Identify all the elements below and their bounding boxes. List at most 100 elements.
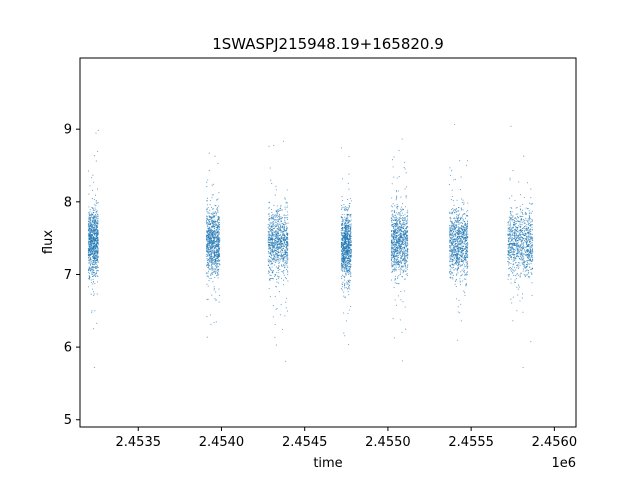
data-point xyxy=(216,263,218,265)
data-point xyxy=(270,241,272,243)
data-point xyxy=(270,249,272,252)
data-point xyxy=(214,219,216,221)
data-point xyxy=(275,231,277,233)
data-point xyxy=(91,225,93,227)
data-point xyxy=(278,226,280,229)
data-point xyxy=(281,249,283,251)
data-point xyxy=(283,258,285,260)
data-point xyxy=(340,230,342,232)
data-point xyxy=(275,259,277,261)
data-point xyxy=(390,233,393,235)
data-point xyxy=(216,225,218,227)
data-point xyxy=(349,245,351,247)
data-point xyxy=(400,252,402,254)
data-point xyxy=(282,251,284,253)
data-point xyxy=(287,310,289,312)
data-point xyxy=(449,255,451,257)
data-point xyxy=(399,272,402,274)
data-point xyxy=(90,239,92,241)
data-point xyxy=(344,245,346,248)
data-point xyxy=(403,248,405,250)
data-point xyxy=(207,264,209,266)
data-point xyxy=(209,204,211,206)
data-point xyxy=(348,284,350,286)
data-point xyxy=(97,248,99,250)
data-point xyxy=(92,291,95,293)
data-point xyxy=(407,236,409,238)
data-point xyxy=(96,242,99,245)
data-point xyxy=(404,278,406,280)
data-point xyxy=(400,299,402,301)
data-point xyxy=(279,208,281,210)
data-point xyxy=(94,310,96,312)
data-point xyxy=(405,252,407,255)
data-point xyxy=(273,231,275,234)
data-point xyxy=(268,266,270,268)
data-point xyxy=(87,256,89,259)
data-point xyxy=(215,244,217,246)
data-point xyxy=(93,253,95,255)
data-point xyxy=(217,230,220,232)
data-point xyxy=(90,279,92,281)
data-point xyxy=(89,255,91,257)
data-point xyxy=(405,245,407,247)
data-point xyxy=(95,205,97,207)
data-point xyxy=(455,251,458,253)
data-point xyxy=(91,224,93,226)
data-point xyxy=(459,312,461,314)
data-point xyxy=(397,229,399,232)
data-point xyxy=(341,259,343,261)
data-point xyxy=(208,250,210,252)
data-point xyxy=(343,241,345,243)
data-point xyxy=(287,266,289,268)
data-point xyxy=(397,223,399,225)
data-point xyxy=(87,251,90,253)
data-point xyxy=(206,224,209,226)
data-point xyxy=(344,232,346,234)
data-point xyxy=(341,223,343,225)
data-point xyxy=(267,241,269,243)
data-point xyxy=(458,213,461,215)
data-point xyxy=(213,254,216,256)
data-point xyxy=(93,266,95,268)
data-point xyxy=(393,233,395,235)
data-point xyxy=(350,235,352,237)
data-point xyxy=(212,219,214,221)
data-point xyxy=(343,295,345,297)
data-point xyxy=(212,249,214,251)
data-point xyxy=(287,214,289,216)
data-point xyxy=(94,207,96,209)
data-point xyxy=(95,249,97,251)
data-point xyxy=(341,234,343,236)
data-point xyxy=(396,204,398,206)
data-point xyxy=(285,246,287,248)
data-point xyxy=(271,231,273,233)
data-point xyxy=(341,278,343,280)
data-point xyxy=(281,271,283,273)
data-point xyxy=(287,271,289,273)
data-point xyxy=(402,258,404,260)
data-point xyxy=(206,209,208,211)
data-point xyxy=(275,235,277,237)
data-point xyxy=(276,218,278,221)
data-point xyxy=(215,255,217,257)
data-point xyxy=(402,208,404,210)
data-point xyxy=(284,250,286,252)
data-point xyxy=(214,258,216,260)
data-point xyxy=(270,226,272,228)
data-point xyxy=(346,238,348,240)
data-point xyxy=(287,248,289,250)
data-point xyxy=(87,250,89,252)
data-point xyxy=(400,268,402,270)
data-point xyxy=(396,212,398,214)
data-point xyxy=(405,233,407,236)
data-point xyxy=(206,299,208,301)
data-point xyxy=(213,215,215,217)
data-point xyxy=(283,217,286,219)
data-point xyxy=(91,263,93,265)
data-point xyxy=(465,243,468,245)
data-point xyxy=(396,239,398,241)
data-point xyxy=(216,263,219,265)
data-point xyxy=(287,256,289,258)
data-point xyxy=(90,243,92,245)
